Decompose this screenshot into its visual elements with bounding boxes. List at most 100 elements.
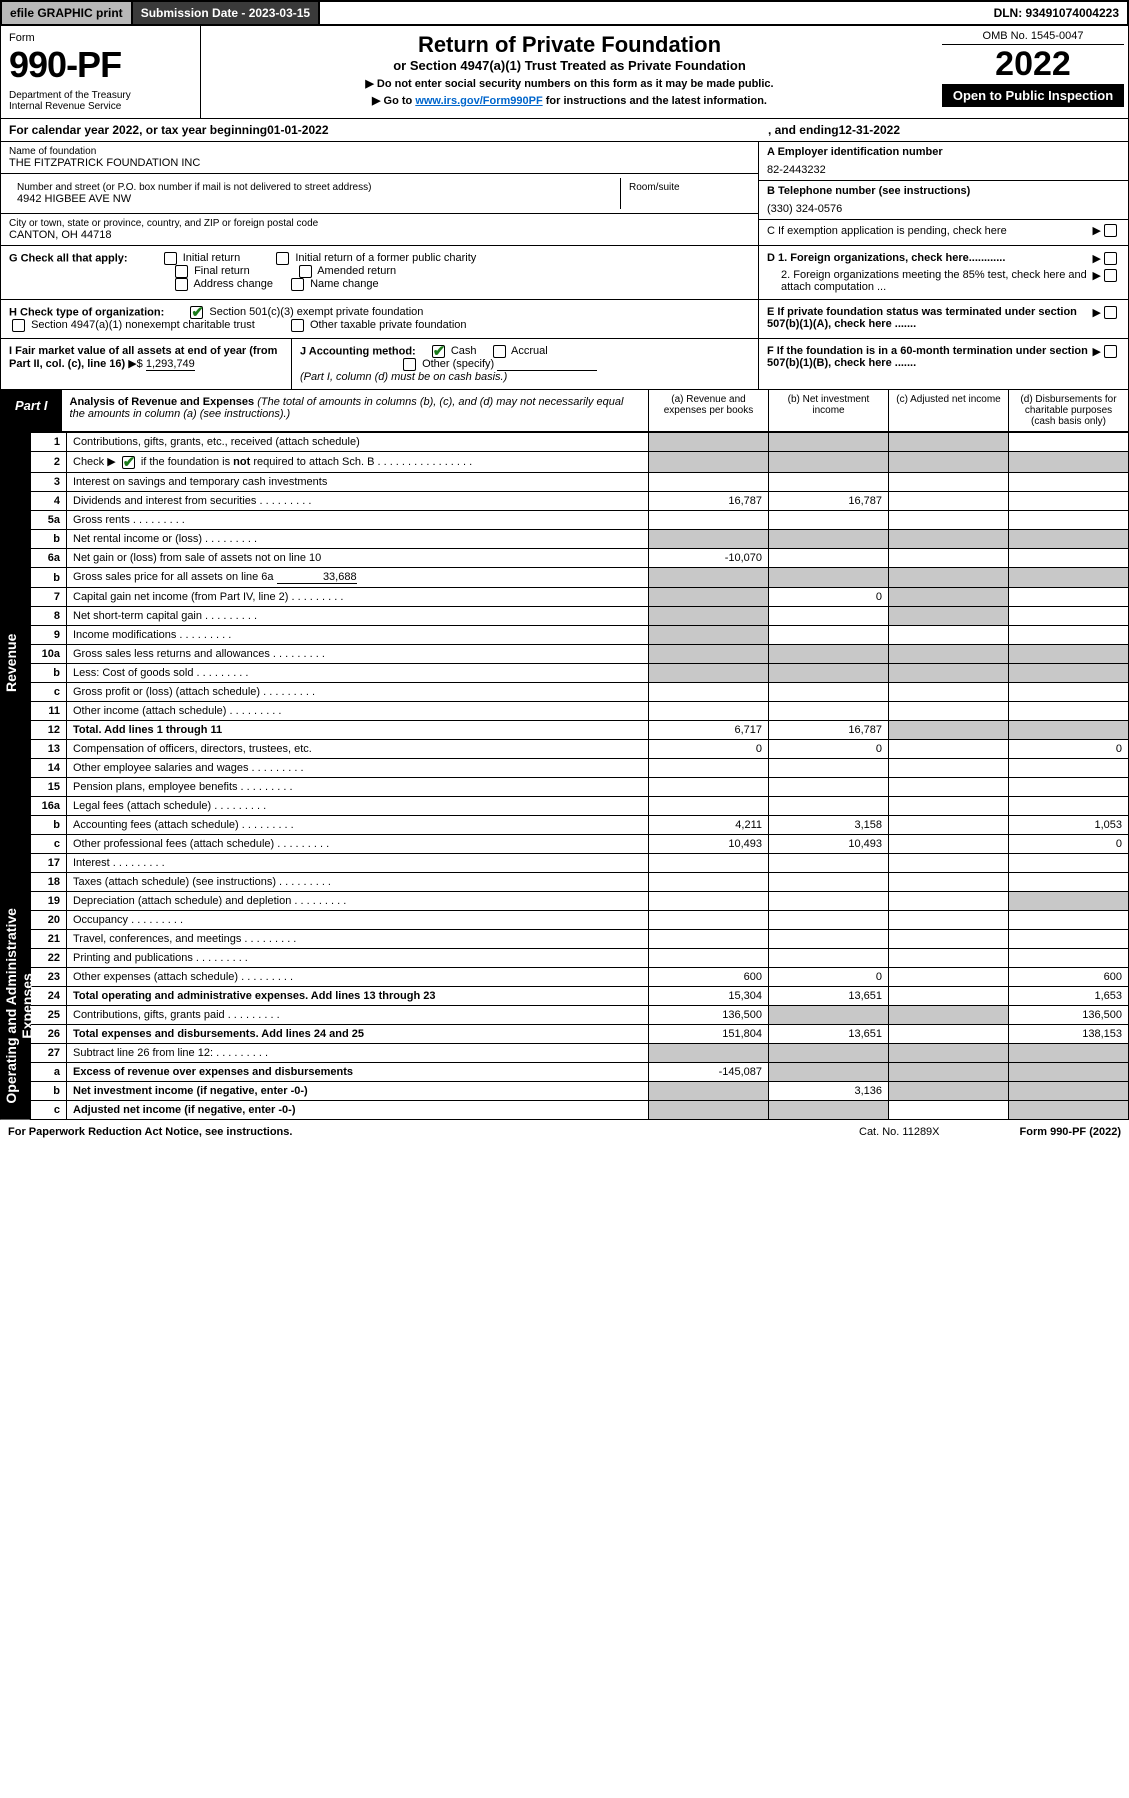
- table-row: 25Contributions, gifts, grants paid . . …: [31, 1006, 1129, 1025]
- ein-label: A Employer identification number: [767, 146, 1120, 158]
- j-label: J Accounting method:: [300, 345, 416, 357]
- col-c-head: (c) Adjusted net income: [888, 390, 1008, 431]
- open-inspection: Open to Public Inspection: [942, 84, 1124, 107]
- topbar: efile GRAPHIC print Submission Date - 20…: [0, 0, 1129, 26]
- c-exempt-checkbox[interactable]: [1104, 224, 1117, 237]
- subtitle: or Section 4947(a)(1) Trust Treated as P…: [209, 58, 930, 73]
- table-row: 27Subtract line 26 from line 12: . . . .…: [31, 1044, 1129, 1063]
- city-state-zip: CANTON, OH 44718: [9, 229, 750, 241]
- i-label: I Fair market value of all assets at end…: [9, 345, 277, 370]
- h-label: H Check type of organization:: [9, 306, 164, 318]
- foundation-name: THE FITZPATRICK FOUNDATION INC: [9, 157, 750, 169]
- efile-button[interactable]: efile GRAPHIC print: [2, 2, 133, 24]
- form-link[interactable]: www.irs.gov/Form990PF: [415, 95, 542, 107]
- table-row: cOther professional fees (attach schedul…: [31, 835, 1129, 854]
- table-row: 19Depreciation (attach schedule) and dep…: [31, 892, 1129, 911]
- table-row: 1Contributions, gifts, grants, etc., rec…: [31, 433, 1129, 452]
- e-label: E If private foundation status was termi…: [767, 306, 1093, 332]
- dln: DLN: 93491074004223: [986, 2, 1127, 24]
- table-row: bGross sales price for all assets on lin…: [31, 568, 1129, 588]
- j-note: (Part I, column (d) must be on cash basi…: [300, 371, 507, 383]
- side-revenue: Revenue: [0, 432, 30, 892]
- ein-value: 82-2443232: [767, 164, 1120, 176]
- table-row: 22Printing and publications . . . . . . …: [31, 949, 1129, 968]
- table-row: 16aLegal fees (attach schedule) . . . . …: [31, 797, 1129, 816]
- part1-tab: Part I: [1, 390, 62, 431]
- name-ein-row: Name of foundation THE FITZPATRICK FOUND…: [0, 142, 1129, 246]
- street-address: 4942 HIGBEE AVE NW: [17, 193, 612, 205]
- i-j-f-row: I Fair market value of all assets at end…: [0, 339, 1129, 390]
- form-label: Form: [9, 32, 192, 44]
- table-row: 9Income modifications . . . . . . . . .: [31, 626, 1129, 645]
- form-header: Form 990-PF Department of the Treasury I…: [0, 26, 1129, 119]
- f-checkbox[interactable]: [1104, 345, 1117, 358]
- table-row: bNet investment income (if negative, ent…: [31, 1082, 1129, 1101]
- g-final-checkbox[interactable]: [175, 265, 188, 278]
- table-row: 20Occupancy . . . . . . . . .: [31, 911, 1129, 930]
- table-row: 26Total expenses and disbursements. Add …: [31, 1025, 1129, 1044]
- part1-title: Analysis of Revenue and Expenses: [70, 396, 255, 408]
- note2: ▶ Go to www.irs.gov/Form990PF for instru…: [209, 94, 930, 107]
- table-row: 24Total operating and administrative exp…: [31, 987, 1129, 1006]
- d2-checkbox[interactable]: [1104, 269, 1117, 282]
- form-number: 990-PF: [9, 44, 192, 86]
- dept: Department of the Treasury Internal Reve…: [9, 90, 192, 112]
- table-row: cGross profit or (loss) (attach schedule…: [31, 683, 1129, 702]
- i-value: 1,293,749: [146, 358, 195, 371]
- j-cash-checkbox[interactable]: [432, 345, 445, 358]
- d2-label: 2. Foreign organizations meeting the 85%…: [767, 269, 1093, 293]
- city-label: City or town, state or province, country…: [9, 218, 750, 229]
- col-a-head: (a) Revenue and expenses per books: [648, 390, 768, 431]
- table-row: bLess: Cost of goods sold . . . . . . . …: [31, 664, 1129, 683]
- addr-label: Number and street (or P.O. box number if…: [17, 182, 612, 193]
- g-initial-checkbox[interactable]: [164, 252, 177, 265]
- table-row: 14Other employee salaries and wages . . …: [31, 759, 1129, 778]
- g-address-checkbox[interactable]: [175, 278, 188, 291]
- table-row: 8Net short-term capital gain . . . . . .…: [31, 607, 1129, 626]
- g-initial-former-checkbox[interactable]: [276, 252, 289, 265]
- col-b-head: (b) Net investment income: [768, 390, 888, 431]
- g-label: G Check all that apply:: [9, 252, 128, 264]
- table-row: 4Dividends and interest from securities …: [31, 492, 1129, 511]
- g-amended-checkbox[interactable]: [299, 265, 312, 278]
- table-row: 11Other income (attach schedule) . . . .…: [31, 702, 1129, 721]
- g-name-checkbox[interactable]: [291, 278, 304, 291]
- h-4947-checkbox[interactable]: [12, 319, 25, 332]
- note1: ▶ Do not enter social security numbers o…: [209, 77, 930, 90]
- f-label: F If the foundation is in a 60-month ter…: [767, 345, 1093, 383]
- tax-year: 2022: [942, 45, 1124, 84]
- table-row: 3Interest on savings and temporary cash …: [31, 473, 1129, 492]
- phone-label: B Telephone number (see instructions): [767, 185, 1120, 197]
- table-row: 10aGross sales less returns and allowanc…: [31, 645, 1129, 664]
- name-label: Name of foundation: [9, 146, 750, 157]
- h-501c3-checkbox[interactable]: [190, 306, 203, 319]
- side-expenses: Operating and Administrative Expenses: [0, 892, 30, 1120]
- table-row: 7Capital gain net income (from Part IV, …: [31, 588, 1129, 607]
- phone-value: (330) 324-0576: [767, 203, 1120, 215]
- h-other-checkbox[interactable]: [291, 319, 304, 332]
- footer: For Paperwork Reduction Act Notice, see …: [0, 1120, 1129, 1144]
- table-row: 12Total. Add lines 1 through 116,71716,7…: [31, 721, 1129, 740]
- title: Return of Private Foundation: [209, 32, 930, 58]
- d1-label: D 1. Foreign organizations, check here..…: [767, 252, 1093, 265]
- footer-left: For Paperwork Reduction Act Notice, see …: [8, 1126, 292, 1138]
- table-row: bAccounting fees (attach schedule) . . .…: [31, 816, 1129, 835]
- d1-checkbox[interactable]: [1104, 252, 1117, 265]
- analysis-body: Revenue Operating and Administrative Exp…: [0, 432, 1129, 1120]
- table-row: 15Pension plans, employee benefits . . .…: [31, 778, 1129, 797]
- table-row: 23Other expenses (attach schedule) . . .…: [31, 968, 1129, 987]
- table-row: cAdjusted net income (if negative, enter…: [31, 1101, 1129, 1120]
- c-exempt-label: C If exemption application is pending, c…: [767, 225, 1093, 237]
- e-checkbox[interactable]: [1104, 306, 1117, 319]
- j-other-checkbox[interactable]: [403, 358, 416, 371]
- table-row: 17Interest . . . . . . . . .: [31, 854, 1129, 873]
- submission-date: Submission Date - 2023-03-15: [133, 2, 320, 24]
- part1-header: Part I Analysis of Revenue and Expenses …: [0, 390, 1129, 432]
- omb: OMB No. 1545-0047: [942, 30, 1124, 45]
- calendar-year-row: For calendar year 2022, or tax year begi…: [0, 119, 1129, 142]
- col-d-head: (d) Disbursements for charitable purpose…: [1008, 390, 1128, 431]
- j-accrual-checkbox[interactable]: [493, 345, 506, 358]
- footer-right: Form 990-PF (2022): [1020, 1126, 1121, 1138]
- table-row: 13Compensation of officers, directors, t…: [31, 740, 1129, 759]
- table-row: 18Taxes (attach schedule) (see instructi…: [31, 873, 1129, 892]
